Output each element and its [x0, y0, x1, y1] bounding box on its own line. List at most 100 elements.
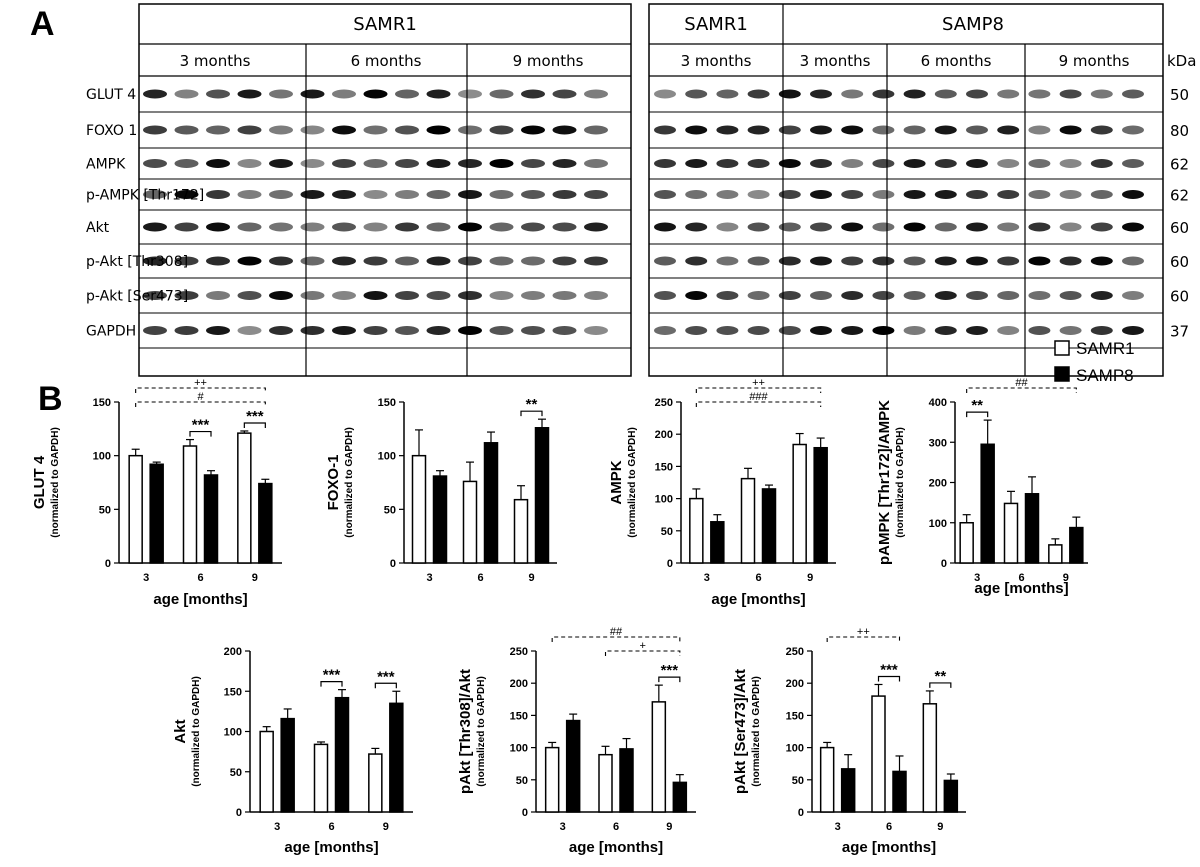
blot-band: [654, 291, 676, 300]
comparison-line: [826, 636, 901, 642]
blot-band: [685, 190, 708, 199]
comparison-line: [551, 636, 681, 642]
bar-chart-7: 0 50 100 150 200 250 pAkt [Ser473]/Akt (normali…: [732, 626, 966, 856]
blot-band: [332, 125, 356, 135]
blot-band: [997, 326, 1020, 335]
blot-band: [237, 222, 262, 232]
blot-band: [521, 125, 545, 135]
bar-samr1: [922, 703, 938, 813]
blot-band: [458, 326, 482, 335]
right-month-r1-3: 3 months: [681, 52, 752, 70]
y-tick-label: 100: [655, 494, 673, 506]
blot-band: [966, 222, 988, 232]
blot-band: [841, 159, 864, 168]
y-axis-title: AMPK: [608, 460, 625, 504]
blot-band: [521, 190, 545, 199]
blot-row-kda: 62: [1170, 187, 1189, 205]
bar-samp8: [892, 770, 907, 813]
blot-band: [426, 125, 451, 135]
bar-samp8: [710, 521, 725, 564]
blot-band: [206, 89, 230, 99]
bar-chart-6: 0 50 100 150 200 250 pAkt [Thr308]/Akt (normali…: [457, 626, 696, 856]
blot-band: [174, 89, 199, 99]
blot-band: [966, 125, 988, 135]
blot-band: [966, 256, 988, 266]
blot-band: [206, 159, 230, 168]
blot-band: [584, 190, 608, 199]
blot-band: [237, 326, 262, 335]
significance-label: ***: [323, 667, 341, 684]
y-axis-title: pAkt [Thr308]/Akt: [457, 669, 474, 794]
blot-band: [269, 190, 293, 199]
blot-band: [458, 222, 482, 232]
bar-samr1: [689, 497, 704, 564]
blot-band: [810, 125, 832, 135]
bar-samp8: [813, 446, 828, 564]
blot-band: [903, 326, 926, 335]
y-tick-label: 100: [93, 451, 111, 463]
comparison-label: ##: [1015, 377, 1028, 389]
blot-band: [1028, 256, 1051, 266]
y-tick-label: 100: [510, 743, 528, 755]
bar-samr1: [128, 454, 143, 564]
blot-band: [685, 125, 708, 135]
blot-band: [872, 326, 895, 335]
y-tick-label: 200: [786, 678, 804, 690]
blot-band: [552, 125, 577, 135]
blot-band: [143, 222, 167, 232]
significance-bracket: [877, 675, 901, 682]
blot-band: [332, 89, 356, 99]
legend-label-samp8: SAMP8: [1076, 366, 1134, 385]
y-tick-label: 0: [105, 558, 111, 570]
blot-band: [521, 222, 545, 232]
legend-swatch-samr1: [1054, 340, 1070, 356]
blot-band: [903, 190, 926, 199]
blot-row-label: AMPK: [86, 157, 126, 173]
blot-band: [332, 159, 356, 168]
comparison-label: ++: [857, 626, 870, 638]
y-tick-label: 400: [929, 397, 947, 409]
blot-band: [778, 89, 801, 99]
blot-band: [237, 89, 262, 99]
blot-band: [872, 222, 895, 232]
blot-band: [489, 125, 514, 135]
bar-samr1: [513, 498, 529, 564]
y-axis-subtitle: (normalized to GAPDH): [627, 427, 638, 538]
blot-band: [458, 159, 482, 168]
comparison-line: [604, 650, 681, 656]
blot-band: [1059, 190, 1082, 199]
blot-band: [1090, 125, 1113, 135]
blot-band: [332, 190, 356, 199]
blot-band: [426, 256, 451, 266]
x-tick-label: 9: [937, 821, 943, 833]
legend: SAMR1 SAMP8: [1054, 339, 1135, 385]
blot-band: [143, 159, 167, 168]
right-group-label-2: SAMP8: [942, 14, 1004, 35]
comparison-line: [135, 387, 266, 393]
y-axis-subtitle: (normalized to GAPDH): [50, 427, 61, 538]
blot-band: [489, 326, 514, 335]
bar-chart-5: 0 50 100 150 200 Akt (normalized to GAPDH) 3 6 9a…: [172, 646, 413, 856]
blot-band: [716, 89, 739, 99]
comparison-line: [695, 401, 822, 407]
x-axis-title: age [months]: [284, 839, 378, 856]
comparison-label: ++: [752, 377, 765, 389]
blot-band: [332, 222, 356, 232]
western-blot-panel: A SAMR1 SAMR1 SAMP8 3 months 6 months 9 …: [30, 3, 1196, 377]
bar-samr1: [598, 753, 613, 813]
blot-band: [841, 89, 864, 99]
blot-band: [206, 222, 230, 232]
y-axis-subtitle: (normalized to GAPDH): [476, 676, 487, 787]
y-tick-label: 200: [929, 478, 947, 490]
y-tick-label: 250: [786, 646, 804, 658]
blot-band: [1122, 326, 1144, 335]
blot-band: [174, 326, 199, 335]
y-tick-label: 0: [390, 558, 396, 570]
significance-bracket: [658, 676, 681, 683]
blot-band: [1028, 291, 1051, 300]
y-axis-title: pAkt [Ser473]/Akt: [732, 669, 749, 794]
blot-band: [174, 190, 199, 199]
y-tick-label: 0: [667, 558, 673, 570]
bar-samp8: [1069, 526, 1084, 564]
blot-band: [934, 256, 957, 266]
